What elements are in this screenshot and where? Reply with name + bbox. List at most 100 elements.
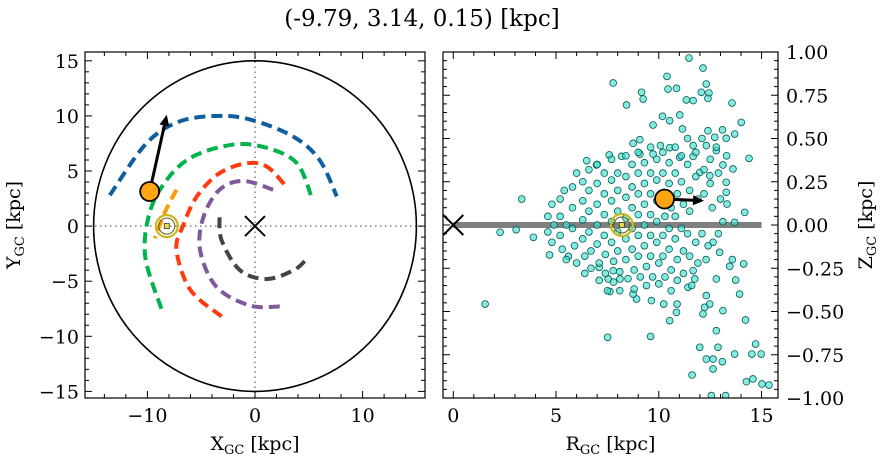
scatter-point — [640, 200, 649, 209]
scatter-point — [607, 176, 616, 184]
scatter-point — [595, 276, 603, 285]
scatter-point — [719, 306, 727, 315]
scatter-point — [646, 332, 655, 341]
scatter-point — [568, 183, 577, 191]
scatter-point — [607, 155, 616, 164]
scatter-point — [496, 228, 504, 237]
scatter-point — [709, 365, 717, 373]
scatter-point — [689, 96, 697, 105]
scatter-point — [673, 255, 682, 264]
scatter-point — [517, 195, 526, 203]
scatter-point — [570, 241, 579, 250]
scatter-point — [695, 343, 704, 352]
scatter-point — [548, 238, 556, 247]
scatter-point — [704, 241, 712, 250]
y-axis-label-main: Y — [3, 256, 25, 270]
velocity-arrow-head — [692, 195, 705, 206]
scatter-point — [581, 269, 589, 278]
scatter-point — [742, 377, 751, 386]
sun-ring-outer — [154, 214, 179, 239]
figure-title: (-9.79, 3.14, 0.15) [kpc] — [284, 6, 559, 32]
scatter-point — [661, 212, 669, 221]
scatter-point — [568, 203, 577, 212]
scatter-point — [640, 158, 649, 167]
x-axis-label-subscript: GC — [580, 443, 600, 458]
scatter-point — [697, 88, 706, 97]
galactic-center-marker — [244, 215, 266, 237]
sun-marker — [154, 214, 179, 239]
scatter-point — [581, 252, 589, 260]
scatter-point — [757, 350, 765, 358]
scatter-point — [654, 280, 663, 288]
scatter-point — [672, 84, 681, 93]
scatter-point — [678, 125, 687, 133]
scatter-point — [702, 80, 711, 88]
scatter-point — [628, 183, 636, 191]
scatter-point — [593, 179, 601, 188]
scatter-point — [646, 169, 655, 177]
scatter-point — [649, 150, 657, 158]
scatter-point — [556, 231, 564, 240]
scatter-point — [628, 245, 636, 254]
scatter-point — [585, 207, 593, 215]
orbit-arm-2 — [174, 160, 287, 319]
scatter-point — [578, 177, 587, 186]
scatter-point — [629, 139, 637, 148]
scatter-point — [512, 225, 520, 234]
scatter-point — [568, 224, 577, 233]
scatter-point — [603, 286, 612, 295]
x-axis-label-unit: [kpc] — [600, 433, 655, 455]
scatter-point — [600, 231, 609, 240]
scatter-point — [691, 172, 700, 181]
scatter-point — [683, 134, 692, 143]
scatter-point — [716, 195, 725, 203]
scatter-point — [647, 296, 656, 305]
scatter-point — [652, 238, 661, 247]
y-tick-label: 0 — [67, 216, 79, 238]
scatter-point — [677, 224, 686, 233]
x-axis-label-subscript: GC — [224, 443, 244, 458]
scatter-point — [634, 190, 643, 198]
scatter-point — [682, 96, 691, 104]
scatter-point — [640, 179, 649, 188]
scatter-point — [667, 286, 675, 295]
scatter-point — [600, 210, 609, 219]
scatter-point — [699, 64, 707, 72]
scatter-point — [765, 381, 773, 389]
scatter-point — [718, 357, 727, 366]
scatter-point — [679, 269, 688, 278]
scatter-point — [634, 252, 643, 260]
scatter-point — [652, 217, 661, 226]
scatter-point — [698, 229, 706, 238]
scatter-point — [731, 276, 740, 284]
scatter-point — [725, 262, 734, 271]
scatter-point — [698, 134, 706, 143]
y-axis-label-subscript: GC — [13, 236, 28, 256]
galactic-center-marker — [443, 214, 464, 236]
scatter-point — [702, 255, 710, 264]
scatter-point — [728, 255, 737, 264]
scatter-point — [685, 252, 694, 260]
rz-plane-panel: 0 5 10 15 −1.00 −0.75 −0.50 −0.25 0.00 0.25 0.50 0.… — [442, 42, 880, 458]
scatter-point — [673, 190, 682, 198]
x-tick-label: 0 — [447, 405, 459, 427]
scatter-point — [649, 121, 657, 129]
velocity-arrow-shaft — [148, 125, 166, 192]
scatter-point — [658, 112, 667, 121]
scatter-point — [587, 247, 595, 255]
scatter-point — [719, 161, 727, 169]
y-tick-label: 1.00 — [786, 42, 828, 64]
scatter-point — [745, 154, 753, 163]
scatter-point — [659, 300, 668, 308]
scatter-point — [636, 273, 645, 281]
y-axis-label-unit: [kpc] — [3, 181, 25, 236]
scatter-point — [640, 221, 649, 229]
scatter-point — [719, 217, 727, 226]
scatter-point — [704, 126, 712, 135]
y-tick-label: −0.25 — [786, 258, 844, 280]
x-axis-label: RGC [kpc] — [566, 433, 656, 458]
scatter-point — [722, 134, 731, 143]
scatter-point — [659, 231, 667, 240]
